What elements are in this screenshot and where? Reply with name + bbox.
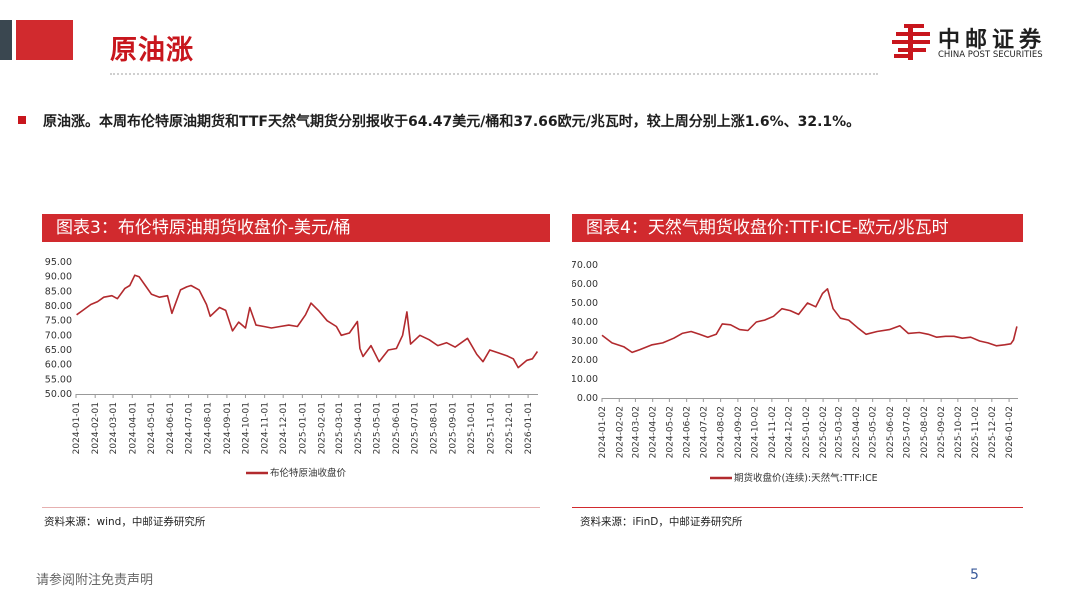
x-tick-label: 2024-11-02 [768, 406, 778, 458]
title-divider [110, 73, 878, 75]
x-tick-label: 2026-01-02 [1005, 406, 1015, 458]
x-tick-label: 2024-08-02 [717, 406, 727, 458]
y-tick-label: 0.00 [577, 393, 598, 404]
y-tick-label: 60.00 [45, 360, 72, 371]
x-tick-label: 2025-08-01 [429, 402, 439, 454]
x-tick-label: 2025-02-02 [819, 406, 829, 458]
x-tick-label: 2025-09-01 [449, 402, 459, 454]
x-tick-label: 2025-11-02 [971, 406, 981, 458]
y-tick-label: 85.00 [45, 286, 72, 297]
y-tick-label: 40.00 [572, 317, 598, 328]
summary-text: 原油涨。本周布伦特原油期货和TTF天然气期货分别报收于64.47美元/桶和37.… [43, 114, 861, 130]
x-tick-label: 2026-01-01 [524, 402, 534, 454]
x-tick-label: 2024-01-01 [72, 402, 82, 454]
x-tick-label: 2024-03-02 [631, 406, 641, 458]
x-tick-label: 2025-10-01 [467, 402, 477, 454]
series-line [76, 274, 539, 369]
chart2-title: 图表4：天然气期货收盘价:TTF:ICE-欧元/兆瓦时 [572, 214, 1023, 242]
x-tick-label: 2025-04-01 [354, 402, 364, 454]
y-tick-label: 80.00 [45, 301, 72, 312]
x-tick-label: 2024-02-01 [91, 402, 101, 454]
x-tick-label: 2024-10-02 [751, 406, 761, 458]
brent-crude-chart: 50.00 55.00 60.00 65.00 70.00 75.00 80.00 85.00… [45, 257, 539, 479]
y-tick-label: 75.00 [45, 316, 72, 327]
x-tick-label: 2025-03-02 [835, 406, 845, 458]
legend-label: 期货收盘价(连续):天然气:TTF:ICE [734, 472, 878, 484]
y-tick-label: 55.00 [45, 374, 72, 385]
x-tick-label: 2025-05-01 [373, 402, 383, 454]
accent-bar-dark [0, 20, 12, 60]
x-tick-label: 2024-04-01 [128, 402, 138, 454]
x-tick-label: 2024-04-02 [649, 406, 659, 458]
accent-bar-red [16, 20, 73, 60]
y-tick-label: 70.00 [45, 330, 72, 341]
y-tick-label: 30.00 [572, 336, 598, 347]
x-tick-label: 2025-03-01 [335, 402, 345, 454]
x-tick-label: 2025-08-02 [920, 406, 930, 458]
ttf-gas-chart: 0.00 10.00 20.00 30.00 40.00 50.00 60.00 70.00 2… [572, 260, 1018, 484]
chart2-source: 资料来源：iFinD，中邮证券研究所 [580, 516, 743, 528]
x-tick-label: 2025-01-01 [298, 402, 308, 454]
y-tick-label: 90.00 [45, 272, 72, 283]
x-tick-label: 2025-01-02 [802, 406, 812, 458]
x-tick-label: 2025-06-01 [392, 402, 402, 454]
page-number: 5 [970, 567, 979, 583]
y-tick-label: 50.00 [572, 298, 598, 309]
y-tick-label: 10.00 [572, 374, 598, 385]
x-tick-label: 2025-07-01 [410, 402, 420, 454]
series-line [601, 287, 1018, 354]
x-tick-label: 2024-10-01 [241, 402, 251, 454]
x-tick-label: 2025-12-02 [988, 406, 998, 458]
x-tick-label: 2024-05-02 [665, 406, 675, 458]
x-tick-label: 2025-10-02 [954, 406, 964, 458]
x-tick-label: 2024-08-01 [204, 402, 214, 454]
x-tick-label: 2025-05-02 [869, 406, 879, 458]
legend-label: 布伦特原油收盘价 [270, 467, 347, 479]
y-tick-label: 95.00 [45, 257, 72, 268]
x-tick-label: 2024-09-01 [223, 402, 233, 454]
logo-subtitle: CHINA POST SECURITIES [938, 50, 1043, 60]
x-tick-label: 2024-11-01 [261, 402, 271, 454]
x-tick-label: 2025-12-01 [505, 402, 515, 454]
chart1-source-divider [42, 507, 540, 508]
slide-title: 原油涨 [110, 35, 194, 66]
x-tick-label: 2024-07-02 [699, 406, 709, 458]
x-tick-label: 2024-06-02 [683, 406, 693, 458]
x-tick-label: 2024-02-02 [615, 406, 625, 458]
y-tick-label: 65.00 [45, 345, 72, 356]
chart2-source-divider [572, 507, 1023, 508]
x-tick-label: 2025-02-01 [318, 402, 328, 454]
x-tick-label: 2025-07-02 [903, 406, 913, 458]
disclaimer-text: 请参阅附注免责声明 [36, 573, 154, 588]
x-tick-label: 2025-09-02 [937, 406, 947, 458]
chart1-source: 资料来源：wind，中邮证券研究所 [44, 516, 206, 528]
chart1-title: 图表3：布伦特原油期货收盘价-美元/桶 [42, 214, 550, 242]
x-tick-label: 2024-06-01 [166, 402, 176, 454]
x-tick-label: 2024-07-01 [185, 402, 195, 454]
logo-name: 中邮证券 [938, 28, 1047, 53]
x-tick-label: 2024-09-02 [734, 406, 744, 458]
china-post-logo-icon [892, 24, 930, 60]
x-tick-label: 2025-11-01 [486, 402, 496, 454]
bullet-square-icon [18, 116, 26, 124]
x-tick-label: 2024-01-02 [598, 406, 608, 458]
x-tick-label: 2025-06-02 [886, 406, 896, 458]
x-tick-label: 2024-03-01 [109, 402, 119, 454]
y-tick-label: 20.00 [572, 355, 598, 366]
y-tick-label: 70.00 [572, 260, 598, 271]
x-tick-label: 2024-12-01 [279, 402, 289, 454]
y-tick-label: 60.00 [572, 279, 598, 290]
y-tick-label: 50.00 [45, 389, 72, 400]
x-tick-label: 2024-05-01 [147, 402, 157, 454]
x-tick-label: 2024-12-02 [785, 406, 795, 458]
x-tick-label: 2025-04-02 [852, 406, 862, 458]
